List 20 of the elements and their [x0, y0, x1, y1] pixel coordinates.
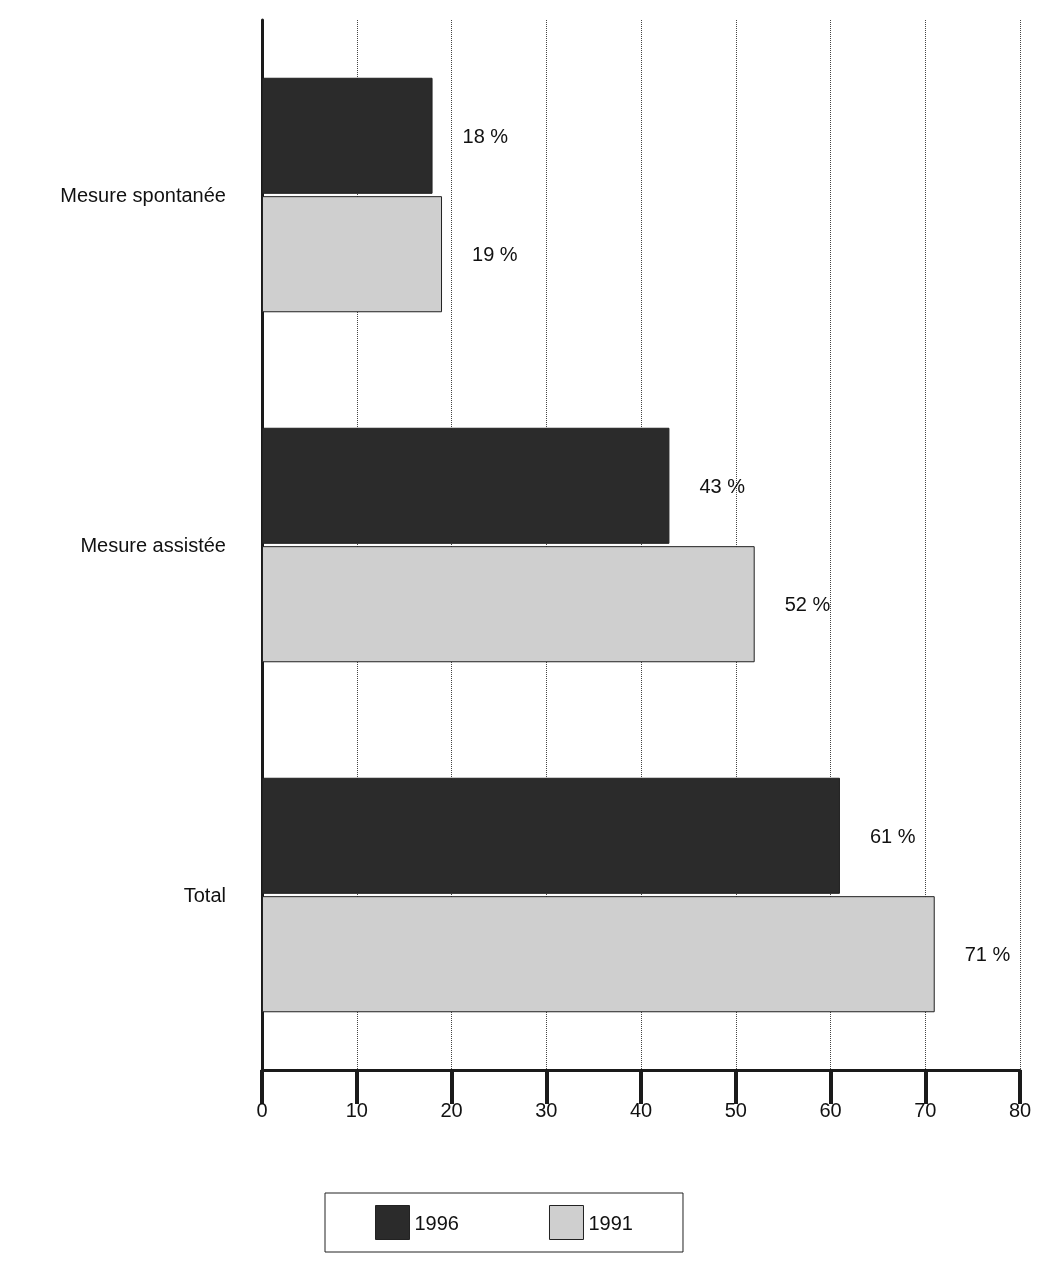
x-tick-label: 70	[914, 1099, 937, 1121]
data-label: 43 %	[699, 474, 746, 497]
x-tick-label: 10	[345, 1099, 368, 1121]
x-tick-label: 30	[535, 1099, 558, 1121]
x-tick-label: 40	[629, 1099, 653, 1121]
x-tick-label: 20	[440, 1099, 463, 1121]
data-label: 18 %	[462, 124, 509, 147]
data-label: 71 %	[964, 943, 1011, 966]
legend-label: 1991	[588, 1211, 633, 1234]
data-label: 19 %	[472, 243, 518, 266]
x-tick-label: 80	[1008, 1099, 1032, 1121]
x-tick-label: 60	[819, 1099, 842, 1121]
y-tick-label: Mesure spontanée	[60, 184, 226, 206]
x-tick-label: 0	[256, 1099, 268, 1121]
y-tick-label: Mesure assistée	[80, 534, 226, 556]
data-label: 61 %	[869, 824, 916, 847]
legend-label: 1996	[414, 1211, 459, 1234]
y-tick-label: Total	[183, 884, 226, 906]
data-label: 52 %	[784, 593, 831, 616]
x-tick-label: 50	[724, 1099, 747, 1121]
